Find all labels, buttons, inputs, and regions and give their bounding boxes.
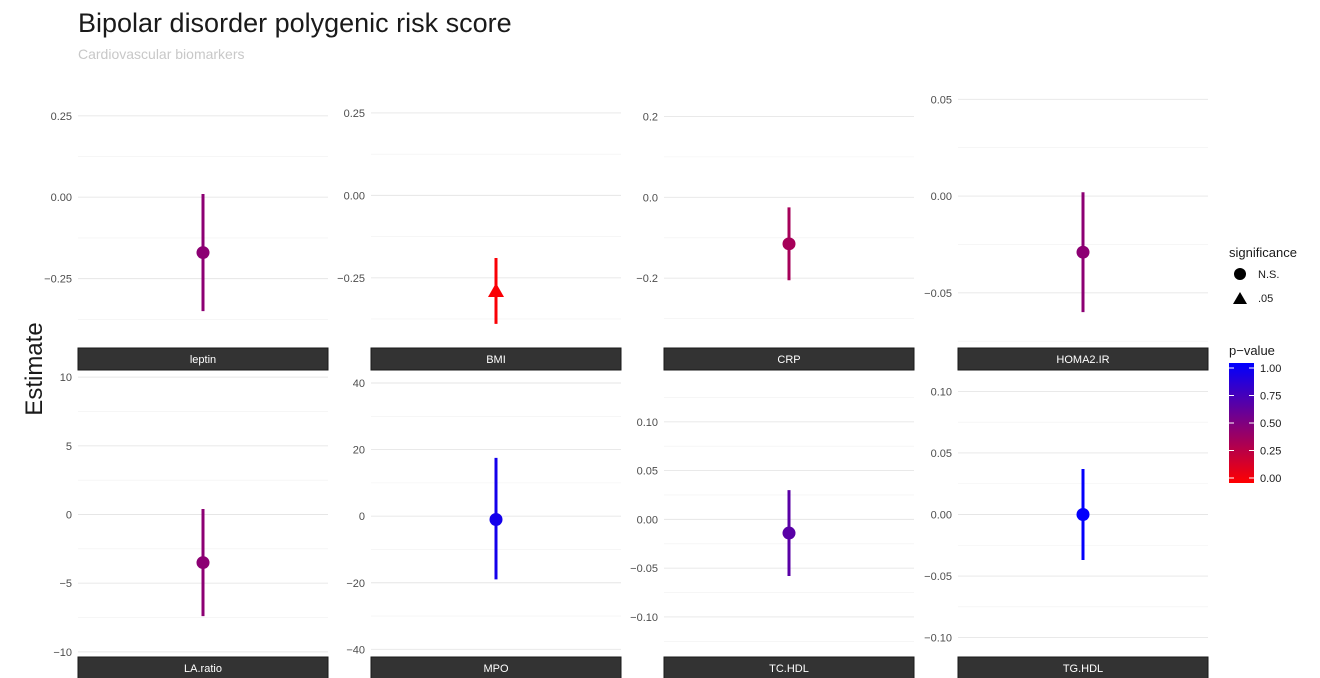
y-tick-label-bmi: 0.25 [344, 108, 365, 120]
y-tick-label-mpo: 20 [353, 445, 365, 457]
colorbar-tick-label: 0.00 [1260, 473, 1281, 485]
legend-circle-key [1234, 268, 1246, 280]
estimate-point-mpo [489, 512, 503, 526]
y-tick-label-bmi: −0.25 [337, 273, 365, 285]
y-tick-label-leptin: −0.25 [44, 274, 72, 286]
estimate-point-bmi [488, 282, 504, 297]
y-tick-label-tc-hdl: 0.00 [637, 514, 658, 526]
colorbar-tick-label: 0.75 [1260, 391, 1281, 403]
estimate-point-leptin [196, 246, 210, 260]
y-tick-label-crp: 0.0 [643, 192, 658, 204]
facet-strip-leptin [77, 347, 329, 371]
legend-color-title: p−value [1229, 343, 1275, 358]
facet-label-leptin: leptin [190, 354, 216, 366]
facet-strip-homa2-ir [957, 347, 1209, 371]
y-tick-label-la-ratio: 0 [66, 510, 72, 522]
y-tick-label-mpo: 0 [359, 511, 365, 523]
estimate-point-tc-hdl [782, 526, 796, 540]
colorbar-tick-label: 1.00 [1260, 363, 1281, 375]
facet-label-tg-hdl: TG.HDL [1063, 663, 1103, 675]
y-tick-label-bmi: 0.00 [344, 190, 365, 202]
estimate-point-crp [782, 237, 796, 251]
facet-strip-tc-hdl [663, 656, 915, 678]
y-tick-label-la-ratio: 5 [66, 441, 72, 453]
legend-item-05: .05 [1258, 293, 1273, 305]
estimate-point-homa2-ir [1076, 245, 1090, 259]
legend-colorbar-ticks: 1.00 0.75 0.50 0.25 0.00 [1229, 363, 1281, 485]
y-tick-label-crp: −0.2 [636, 273, 658, 285]
y-tick-label-la-ratio: −5 [59, 578, 72, 590]
y-tick-label-tc-hdl: −0.10 [630, 612, 658, 624]
y-tick-label-tg-hdl: 0.10 [931, 386, 952, 398]
y-tick-label-mpo: −40 [346, 644, 365, 656]
colorbar-tick-label: 0.25 [1260, 446, 1281, 458]
y-tick-label-tg-hdl: 0.00 [931, 510, 952, 522]
facet-strip-crp [663, 347, 915, 371]
legend-triangle-key [1233, 292, 1247, 304]
colorbar-tick-label: 0.50 [1260, 418, 1281, 430]
y-tick-label-leptin: 0.00 [51, 192, 72, 204]
y-tick-label-tc-hdl: −0.05 [630, 563, 658, 575]
facet-label-crp: CRP [777, 354, 800, 366]
y-tick-label-tg-hdl: 0.05 [931, 448, 952, 460]
y-tick-label-homa2-ir: −0.05 [924, 288, 952, 300]
y-tick-label-tc-hdl: 0.10 [637, 417, 658, 429]
facet-strip-tg-hdl [957, 656, 1209, 678]
y-tick-label-crp: 0.2 [643, 111, 658, 123]
facet-label-bmi: BMI [486, 354, 506, 366]
panels-group: 0.250.00−0.25leptin0.250.00−0.25BMI0.20.… [44, 94, 1209, 678]
y-tick-label-homa2-ir: 0.05 [931, 94, 952, 106]
chart-title: Bipolar disorder polygenic risk score [78, 8, 512, 38]
chart-subtitle: Cardiovascular biomarkers [78, 46, 245, 62]
y-tick-label-leptin: 0.25 [51, 111, 72, 123]
facet-strip-la-ratio [77, 656, 329, 678]
facet-strip-mpo [370, 656, 622, 678]
facet-label-homa2-ir: HOMA2.IR [1056, 354, 1109, 366]
facet-label-la-ratio: LA.ratio [184, 663, 222, 675]
legend-item-ns: N.S. [1258, 269, 1279, 281]
y-tick-label-tg-hdl: −0.10 [924, 633, 952, 645]
y-tick-label-homa2-ir: 0.00 [931, 191, 952, 203]
legend: significance N.S. .05 p−value 1.00 0.75 0.… [1229, 245, 1297, 485]
y-tick-label-tg-hdl: −0.05 [924, 571, 952, 583]
facet-strip-bmi [370, 347, 622, 371]
y-tick-label-mpo: −20 [346, 578, 365, 590]
facet-label-mpo: MPO [483, 663, 509, 675]
y-tick-label-tc-hdl: 0.05 [637, 466, 658, 478]
facet-label-tc-hdl: TC.HDL [769, 663, 809, 675]
estimate-point-la-ratio [196, 556, 210, 570]
y-tick-label-mpo: 40 [353, 378, 365, 390]
estimate-point-tg-hdl [1076, 508, 1090, 521]
legend-shape-title: significance [1229, 245, 1297, 260]
y-tick-label-la-ratio: 10 [60, 372, 72, 384]
y-tick-label-la-ratio: −10 [53, 647, 72, 659]
